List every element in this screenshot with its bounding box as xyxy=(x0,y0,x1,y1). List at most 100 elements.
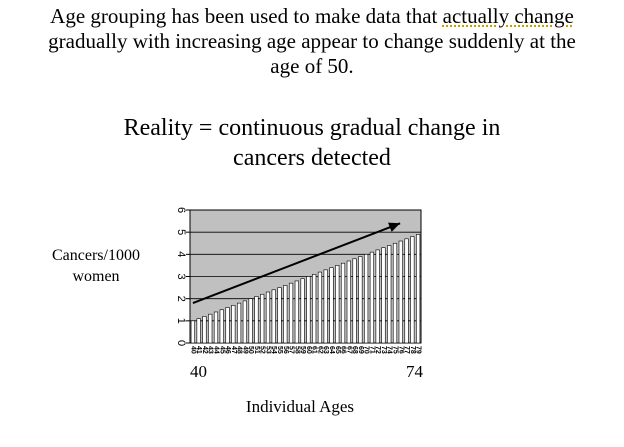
bar xyxy=(190,320,195,344)
bar xyxy=(364,254,369,344)
x-tick-label: 58 xyxy=(293,346,300,354)
bar xyxy=(283,285,288,344)
bar xyxy=(236,302,242,344)
subtitle-line-1: Reality = continuous gradual change in xyxy=(123,115,501,141)
trend-arrow-line xyxy=(192,222,401,305)
x-tick-label: 75 xyxy=(392,346,399,354)
x-tick-label: 65 xyxy=(334,346,341,354)
y-axis-label-line-1: Cancers/1000 xyxy=(52,247,140,264)
bar xyxy=(375,249,380,344)
x-tick-label: 47 xyxy=(230,346,237,354)
bar xyxy=(202,316,207,344)
x-tick-label: 62 xyxy=(316,346,323,354)
y-tick-label: 5 xyxy=(175,229,187,235)
x-tick-label: 52 xyxy=(259,346,266,354)
intro-text: Age grouping has been used to make data … xyxy=(0,4,624,79)
x-tick-label: 60 xyxy=(305,346,312,354)
y-axis-label-line-2: women xyxy=(72,268,120,285)
x-tick-label: 69 xyxy=(357,346,364,354)
bar xyxy=(196,318,201,344)
x-tick-label: 46 xyxy=(224,346,231,354)
x-tick-label: 45 xyxy=(218,346,225,354)
subtitle-line-2: cancers detected xyxy=(233,145,391,171)
underlined-phrase: actually change xyxy=(442,4,574,28)
x-tick-label: 68 xyxy=(351,346,358,354)
bar xyxy=(260,293,265,344)
y-tick-label: 2 xyxy=(175,296,187,302)
x-tick-label: 42 xyxy=(201,346,208,354)
bar xyxy=(358,256,363,344)
bar xyxy=(335,265,340,344)
intro-line-1: Age grouping has been used to make data … xyxy=(0,4,624,29)
intro-line-2: gradually with increasing age appear to … xyxy=(48,29,576,53)
x-tick-label: 53 xyxy=(264,346,271,354)
x-tick-label: 55 xyxy=(276,346,283,354)
x-tick-label: 74 xyxy=(386,346,393,354)
bar xyxy=(294,280,299,344)
x-tick-label: 67 xyxy=(345,346,352,354)
x-tick-label: 70 xyxy=(363,346,370,354)
y-tick-label: 6 xyxy=(175,207,187,213)
bar xyxy=(306,276,311,344)
bar xyxy=(219,309,224,344)
x-range-start-label: 40 xyxy=(190,362,207,381)
intro-line-3: age of 50. xyxy=(270,54,354,78)
x-tick-label: 48 xyxy=(236,346,243,354)
bar xyxy=(416,234,421,344)
bar xyxy=(352,258,357,344)
bar xyxy=(398,240,403,344)
bar xyxy=(392,242,398,344)
x-tick-label: 63 xyxy=(322,346,329,354)
slide-subtitle: Reality = continuous gradual change in c… xyxy=(0,113,624,173)
y-tick-label: 4 xyxy=(175,251,187,257)
bar xyxy=(381,247,386,344)
bar xyxy=(208,313,213,344)
y-tick-label: 1 xyxy=(175,318,187,324)
x-tick-label: 61 xyxy=(311,346,318,354)
x-tick-label: 73 xyxy=(380,346,387,354)
x-tick-label: 43 xyxy=(207,346,214,354)
trend-arrow-head xyxy=(388,222,401,232)
bar xyxy=(254,296,259,344)
x-tick-label: 66 xyxy=(340,346,347,354)
x-tick-label: 41 xyxy=(195,346,202,354)
x-tick-label: 71 xyxy=(368,346,375,354)
bar xyxy=(387,245,392,344)
x-tick-label: 59 xyxy=(299,346,306,354)
x-tick-label: 78 xyxy=(409,346,416,354)
x-range-end-label: 74 xyxy=(406,362,423,381)
bar xyxy=(242,300,247,344)
bar xyxy=(312,273,317,344)
y-axis-label: Cancers/1000 women xyxy=(36,245,156,287)
bar xyxy=(410,236,415,344)
bar xyxy=(265,291,271,344)
bar xyxy=(248,298,253,344)
bar xyxy=(271,289,276,344)
bar xyxy=(404,238,409,344)
intro-line-1-text: Age grouping has been used to make data … xyxy=(50,4,443,28)
x-tick-label: 50 xyxy=(247,346,254,354)
x-tick-label: 51 xyxy=(253,346,260,354)
x-tick-label: 79 xyxy=(415,346,422,354)
bar xyxy=(317,271,323,344)
x-tick-label: 56 xyxy=(282,346,289,354)
bar xyxy=(340,262,346,344)
bar xyxy=(277,287,282,344)
bar xyxy=(329,267,334,344)
x-tick-label: 72 xyxy=(374,346,381,354)
bar xyxy=(288,282,294,344)
x-tick-label: 40 xyxy=(189,346,196,354)
x-axis-label: Individual Ages xyxy=(245,397,355,416)
x-tick-label: 44 xyxy=(212,346,219,354)
bar xyxy=(323,269,328,344)
x-tick-label: 57 xyxy=(288,346,295,354)
x-tick-label: 54 xyxy=(270,346,277,354)
bar xyxy=(213,311,219,344)
y-tick-label: 3 xyxy=(175,273,187,279)
bar xyxy=(346,260,351,344)
bar xyxy=(225,307,230,344)
bar xyxy=(231,305,236,344)
bar xyxy=(300,278,305,344)
x-tick-label: 77 xyxy=(403,346,410,354)
